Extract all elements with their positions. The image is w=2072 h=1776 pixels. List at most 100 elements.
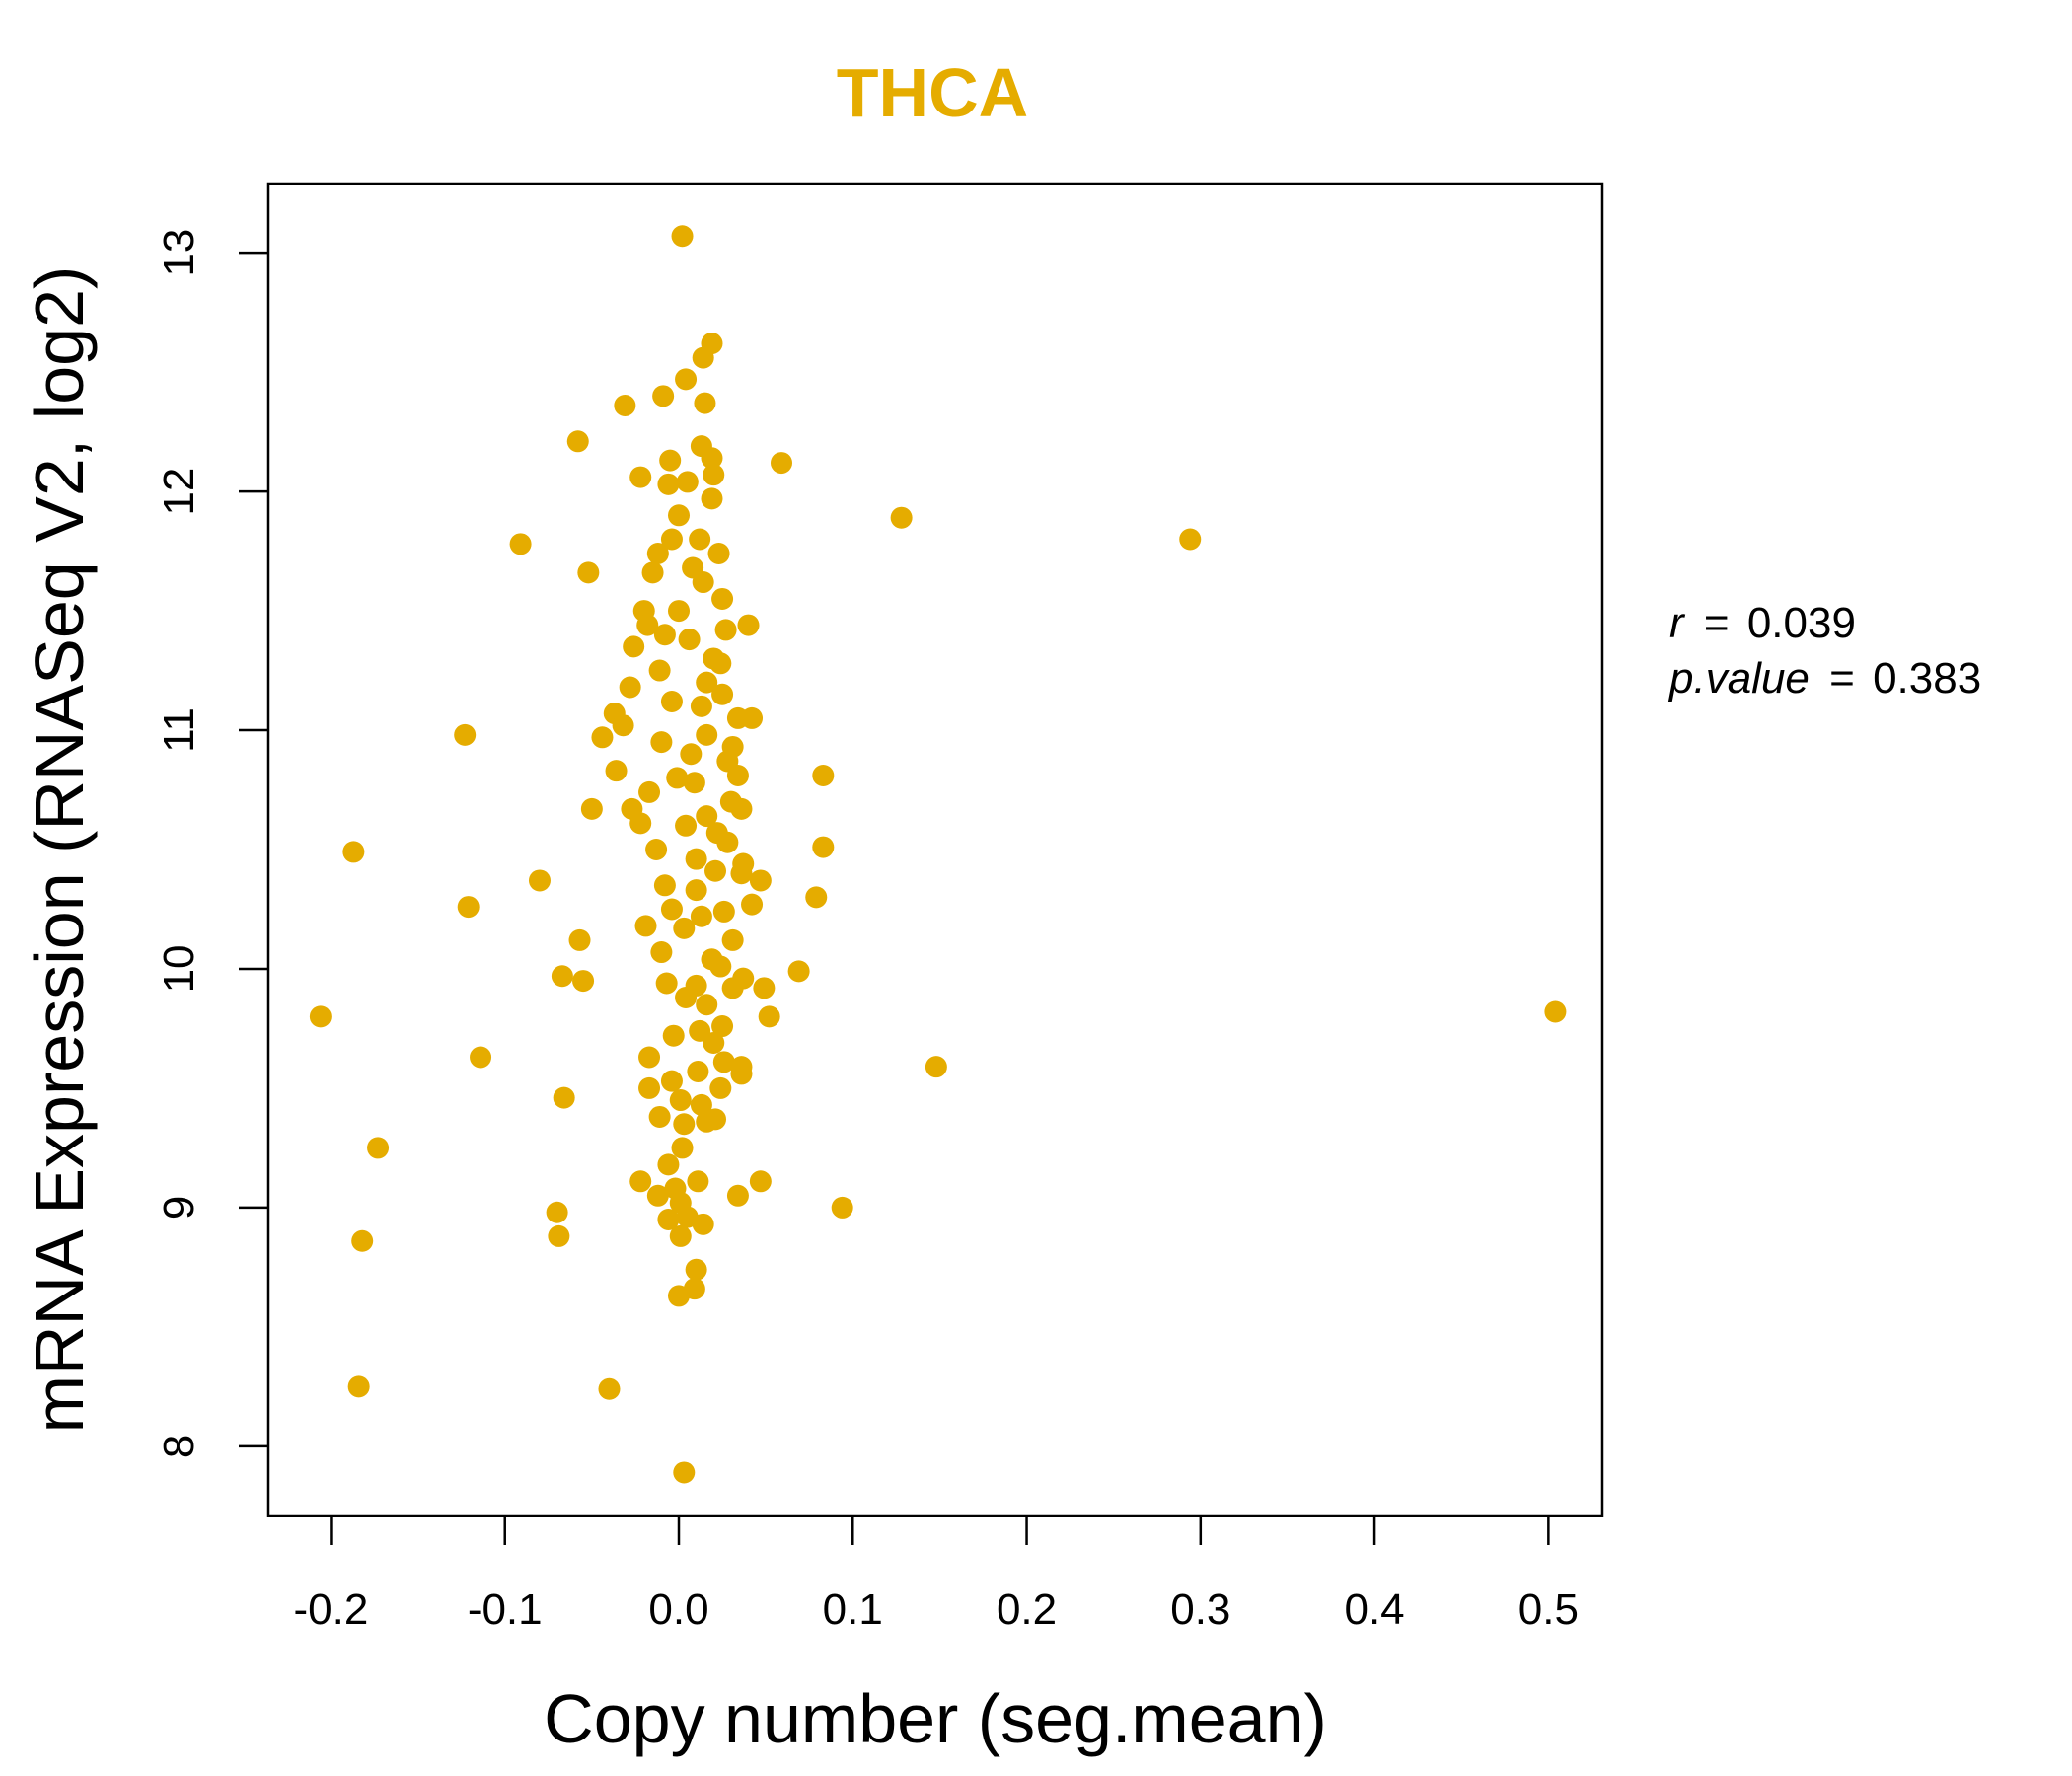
y-tick-label: 8: [155, 1435, 203, 1458]
data-point: [657, 473, 680, 495]
data-point: [572, 970, 595, 993]
data-point: [721, 977, 744, 999]
p-label: p.value: [1667, 654, 1810, 703]
data-point: [457, 896, 480, 919]
data-point: [641, 561, 664, 584]
x-tick-label: 0.0: [648, 1586, 708, 1634]
p-equals: =: [1829, 654, 1855, 703]
data-point: [712, 1051, 735, 1073]
data-point: [805, 886, 828, 909]
data-point: [675, 368, 698, 391]
data-point: [716, 831, 739, 853]
data-point: [685, 848, 707, 870]
data-point: [711, 587, 734, 610]
data-point: [737, 614, 760, 636]
data-point: [645, 839, 668, 860]
data-point: [696, 805, 718, 828]
data-point: [646, 1184, 669, 1207]
data-point: [812, 765, 835, 786]
data-point: [753, 977, 776, 999]
data-point: [721, 928, 744, 951]
data-point: [890, 506, 913, 529]
data-point: [653, 624, 676, 646]
data-point: [660, 1070, 683, 1092]
data-point: [673, 1461, 696, 1484]
data-point: [703, 464, 725, 486]
data-point: [660, 898, 683, 921]
data-point: [711, 1015, 734, 1038]
data-point: [696, 1110, 718, 1133]
data-point: [653, 874, 676, 897]
data-point: [676, 471, 699, 493]
data-point: [629, 812, 652, 835]
data-point: [342, 841, 365, 863]
data-point: [659, 449, 682, 472]
data-point: [636, 614, 659, 636]
y-tick-label: 10: [155, 944, 203, 993]
data-point: [690, 1093, 712, 1116]
x-axis: -0.2 -0.1 0.0 0.1 0.2 0.3 0.4 0.5: [294, 1516, 1579, 1634]
data-point: [351, 1229, 374, 1252]
data-point: [666, 767, 689, 789]
data-point: [612, 714, 634, 737]
data-point: [668, 504, 690, 527]
y-axis-title: mRNA Expression (RNASeq V2, log2): [21, 266, 98, 1434]
data-point: [657, 1153, 680, 1176]
data-point: [662, 1024, 685, 1047]
data-point: [638, 780, 661, 803]
data-point: [655, 972, 678, 995]
data-point: [634, 915, 657, 937]
x-tick-label: -0.2: [294, 1586, 369, 1634]
data-point: [692, 346, 714, 369]
data-point: [671, 225, 694, 248]
data-point: [648, 1105, 671, 1128]
data-point: [648, 659, 671, 682]
data-point: [548, 1224, 570, 1247]
data-point: [623, 635, 645, 658]
correlation-annotation: r = 0.039 p.value = 0.383: [1667, 599, 1981, 703]
data-point: [692, 1213, 714, 1235]
data-point: [709, 1076, 732, 1099]
data-point: [749, 1170, 772, 1193]
data-point: [812, 836, 835, 858]
data-point: [638, 1046, 661, 1069]
data-point: [726, 765, 749, 786]
data-point: [696, 994, 718, 1016]
data-point: [668, 1285, 690, 1307]
data-point: [730, 862, 753, 885]
data-point: [703, 1031, 725, 1054]
data-point: [591, 726, 614, 749]
data-point: [694, 392, 716, 414]
data-point: [669, 1089, 692, 1112]
data-point: [660, 528, 683, 551]
data-point: [831, 1196, 853, 1219]
data-point: [553, 1086, 575, 1109]
data-point: [629, 466, 652, 488]
y-tick-label: 13: [155, 229, 203, 277]
p-value: 0.383: [1873, 654, 1981, 703]
data-point: [668, 600, 690, 623]
data-point: [650, 941, 673, 964]
data-point: [528, 869, 551, 892]
r-statistic: r = 0.039: [1669, 599, 1856, 647]
data-point: [629, 1170, 652, 1193]
data-point: [638, 1076, 661, 1099]
data-point: [689, 528, 711, 551]
data-point: [701, 487, 723, 510]
data-point: [692, 571, 714, 594]
data-point: [669, 1224, 692, 1247]
data-point: [605, 760, 628, 782]
x-tick-label: 0.3: [1170, 1586, 1230, 1634]
y-axis: 8 9 10 11 12 13: [155, 229, 268, 1458]
data-point: [704, 859, 727, 882]
data-point: [675, 814, 698, 837]
data-point: [696, 723, 718, 746]
x-tick-label: 0.2: [997, 1586, 1057, 1634]
data-point: [709, 652, 732, 675]
data-point: [741, 893, 764, 916]
y-tick-label: 12: [155, 468, 203, 516]
data-points: [309, 225, 1567, 1484]
data-point: [758, 1005, 780, 1028]
x-tick-label: 0.5: [1518, 1586, 1579, 1634]
